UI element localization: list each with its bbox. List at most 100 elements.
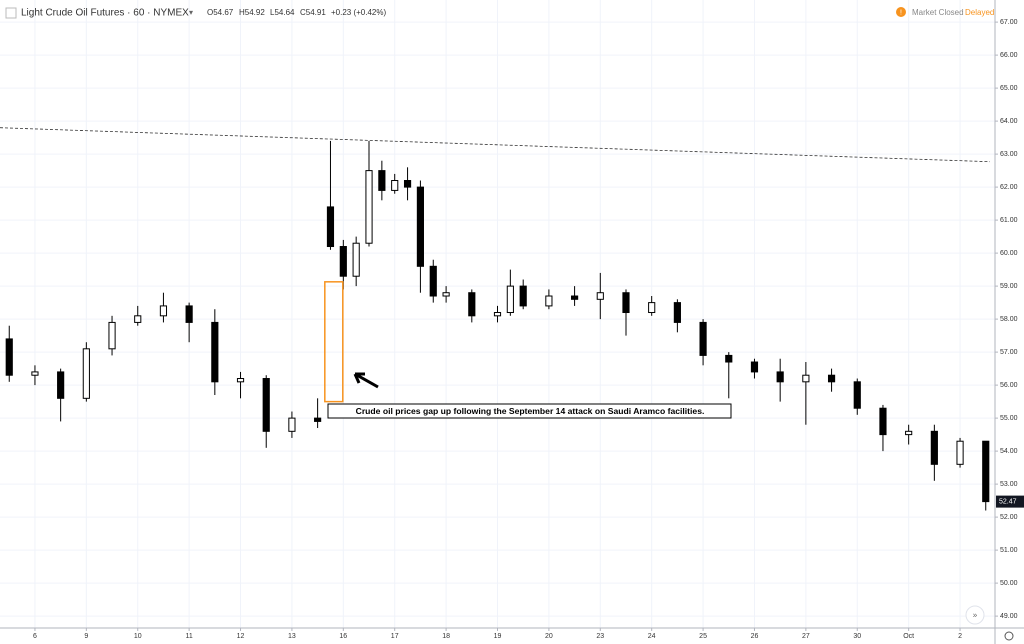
candle-body	[442, 292, 450, 297]
x-tick-label: 27	[802, 633, 810, 640]
y-tick-label: 67.00	[1000, 19, 1018, 26]
candle-body	[57, 371, 65, 399]
candle-body	[750, 361, 759, 373]
candle-body	[673, 302, 681, 323]
candle-body	[802, 374, 810, 383]
y-tick-label: 55.00	[1000, 415, 1018, 422]
ohlc-close: C54.91	[300, 8, 326, 17]
ohlc-change: +0.23 (+0.42%)	[331, 8, 386, 17]
candle-body	[403, 180, 412, 188]
annotation: Crude oil prices gap up following the Se…	[356, 406, 705, 416]
candle-body	[699, 321, 707, 356]
ohlc-open: O54.67	[207, 8, 234, 17]
candle-body	[905, 430, 913, 436]
y-tick-label: 54.00	[1000, 448, 1018, 455]
ohlc-high: H54.92	[239, 8, 265, 17]
settings-button[interactable]	[1004, 631, 1014, 641]
candle-body	[314, 417, 322, 422]
candle-body	[545, 295, 553, 307]
x-tick-label: 24	[648, 633, 656, 640]
x-tick-label: 17	[391, 633, 399, 640]
candle-body	[956, 440, 964, 465]
y-tick-label: 60.00	[1000, 250, 1018, 257]
candle-body	[776, 371, 784, 383]
scroll-icon: »	[973, 611, 978, 620]
candle-body	[339, 246, 347, 277]
status-icon[interactable]	[896, 7, 906, 17]
candle-body	[378, 170, 386, 191]
y-tick-label: 53.00	[1000, 481, 1018, 488]
y-tick-label: 59.00	[1000, 283, 1018, 290]
dropdown[interactable]: ▾	[189, 8, 193, 17]
grid	[0, 0, 995, 628]
candle-body	[596, 292, 604, 300]
y-tick-label: 50.00	[1000, 580, 1018, 587]
x-tick-label: 6	[33, 633, 37, 640]
candle-body	[827, 374, 836, 383]
y-tick-label: 61.00	[1000, 217, 1018, 224]
x-tick-label: Oct	[903, 633, 914, 640]
candle-body	[5, 338, 13, 376]
candle-body	[211, 321, 219, 383]
candle-body	[930, 430, 938, 465]
candle-body	[519, 285, 527, 307]
feed-status: Delayed	[965, 8, 994, 17]
scroll-button[interactable]	[965, 605, 985, 625]
last-price-tag	[996, 495, 1024, 508]
x-tick-label: 26	[751, 633, 759, 640]
candle-body	[506, 285, 514, 314]
trendline	[0, 127, 990, 163]
candle-body	[31, 371, 39, 376]
annotation-box	[327, 403, 732, 419]
candle-body	[352, 242, 360, 277]
candle-body	[468, 292, 476, 317]
x-tick-label: 13	[288, 633, 296, 640]
y-tick-label: 56.00	[1000, 382, 1018, 389]
arrow	[353, 372, 379, 389]
candle-body	[262, 378, 270, 432]
highlight-box	[324, 281, 344, 403]
y-tick-label: 51.00	[1000, 547, 1018, 554]
candle-body	[185, 305, 193, 323]
symbol-icon[interactable]	[5, 7, 17, 19]
x-tick-label: 10	[134, 633, 142, 640]
candle-body	[236, 378, 245, 383]
y-tick-label: 49.00	[1000, 613, 1018, 620]
x-tick-label: 2	[958, 633, 962, 640]
x-tick-label: 20	[545, 633, 553, 640]
market-status: Market Closed	[912, 8, 964, 17]
y-tick-label: 62.00	[1000, 184, 1018, 191]
candle-body	[326, 206, 335, 248]
y-tick-label: 63.00	[1000, 151, 1018, 158]
x-tick-label: 11	[185, 633, 192, 640]
candle-body	[416, 186, 424, 267]
x-tick-label: 30	[853, 633, 861, 640]
y-tick-label: 66.00	[1000, 52, 1018, 59]
candle-body	[571, 295, 579, 300]
marks	[0, 127, 990, 511]
candle-body	[493, 312, 502, 317]
x-tick-label: 18	[442, 633, 450, 640]
y-tick-label: 52.00	[1000, 514, 1018, 521]
x-tick-label: 25	[699, 633, 707, 640]
ohlc-low: L54.64	[270, 8, 295, 17]
candle-body	[134, 315, 142, 323]
x-tick-label: 19	[494, 633, 502, 640]
x-tick-label: 16	[339, 633, 347, 640]
candle-body	[365, 170, 373, 244]
y-tick-label: 58.00	[1000, 316, 1018, 323]
last-price-label: 52.47	[999, 498, 1017, 505]
candle-body	[879, 407, 887, 436]
candle-body	[982, 440, 990, 503]
x-tick-label: 23	[596, 633, 604, 640]
status-icon-glyph: !	[900, 9, 902, 16]
candle-body	[391, 180, 399, 191]
candle-body	[82, 348, 90, 399]
candle-body	[159, 305, 168, 317]
candle-body	[288, 417, 296, 432]
chart-title[interactable]: Light Crude Oil Futures · 60 · NYMEX	[21, 8, 189, 19]
x-tick-label: 9	[84, 633, 88, 640]
